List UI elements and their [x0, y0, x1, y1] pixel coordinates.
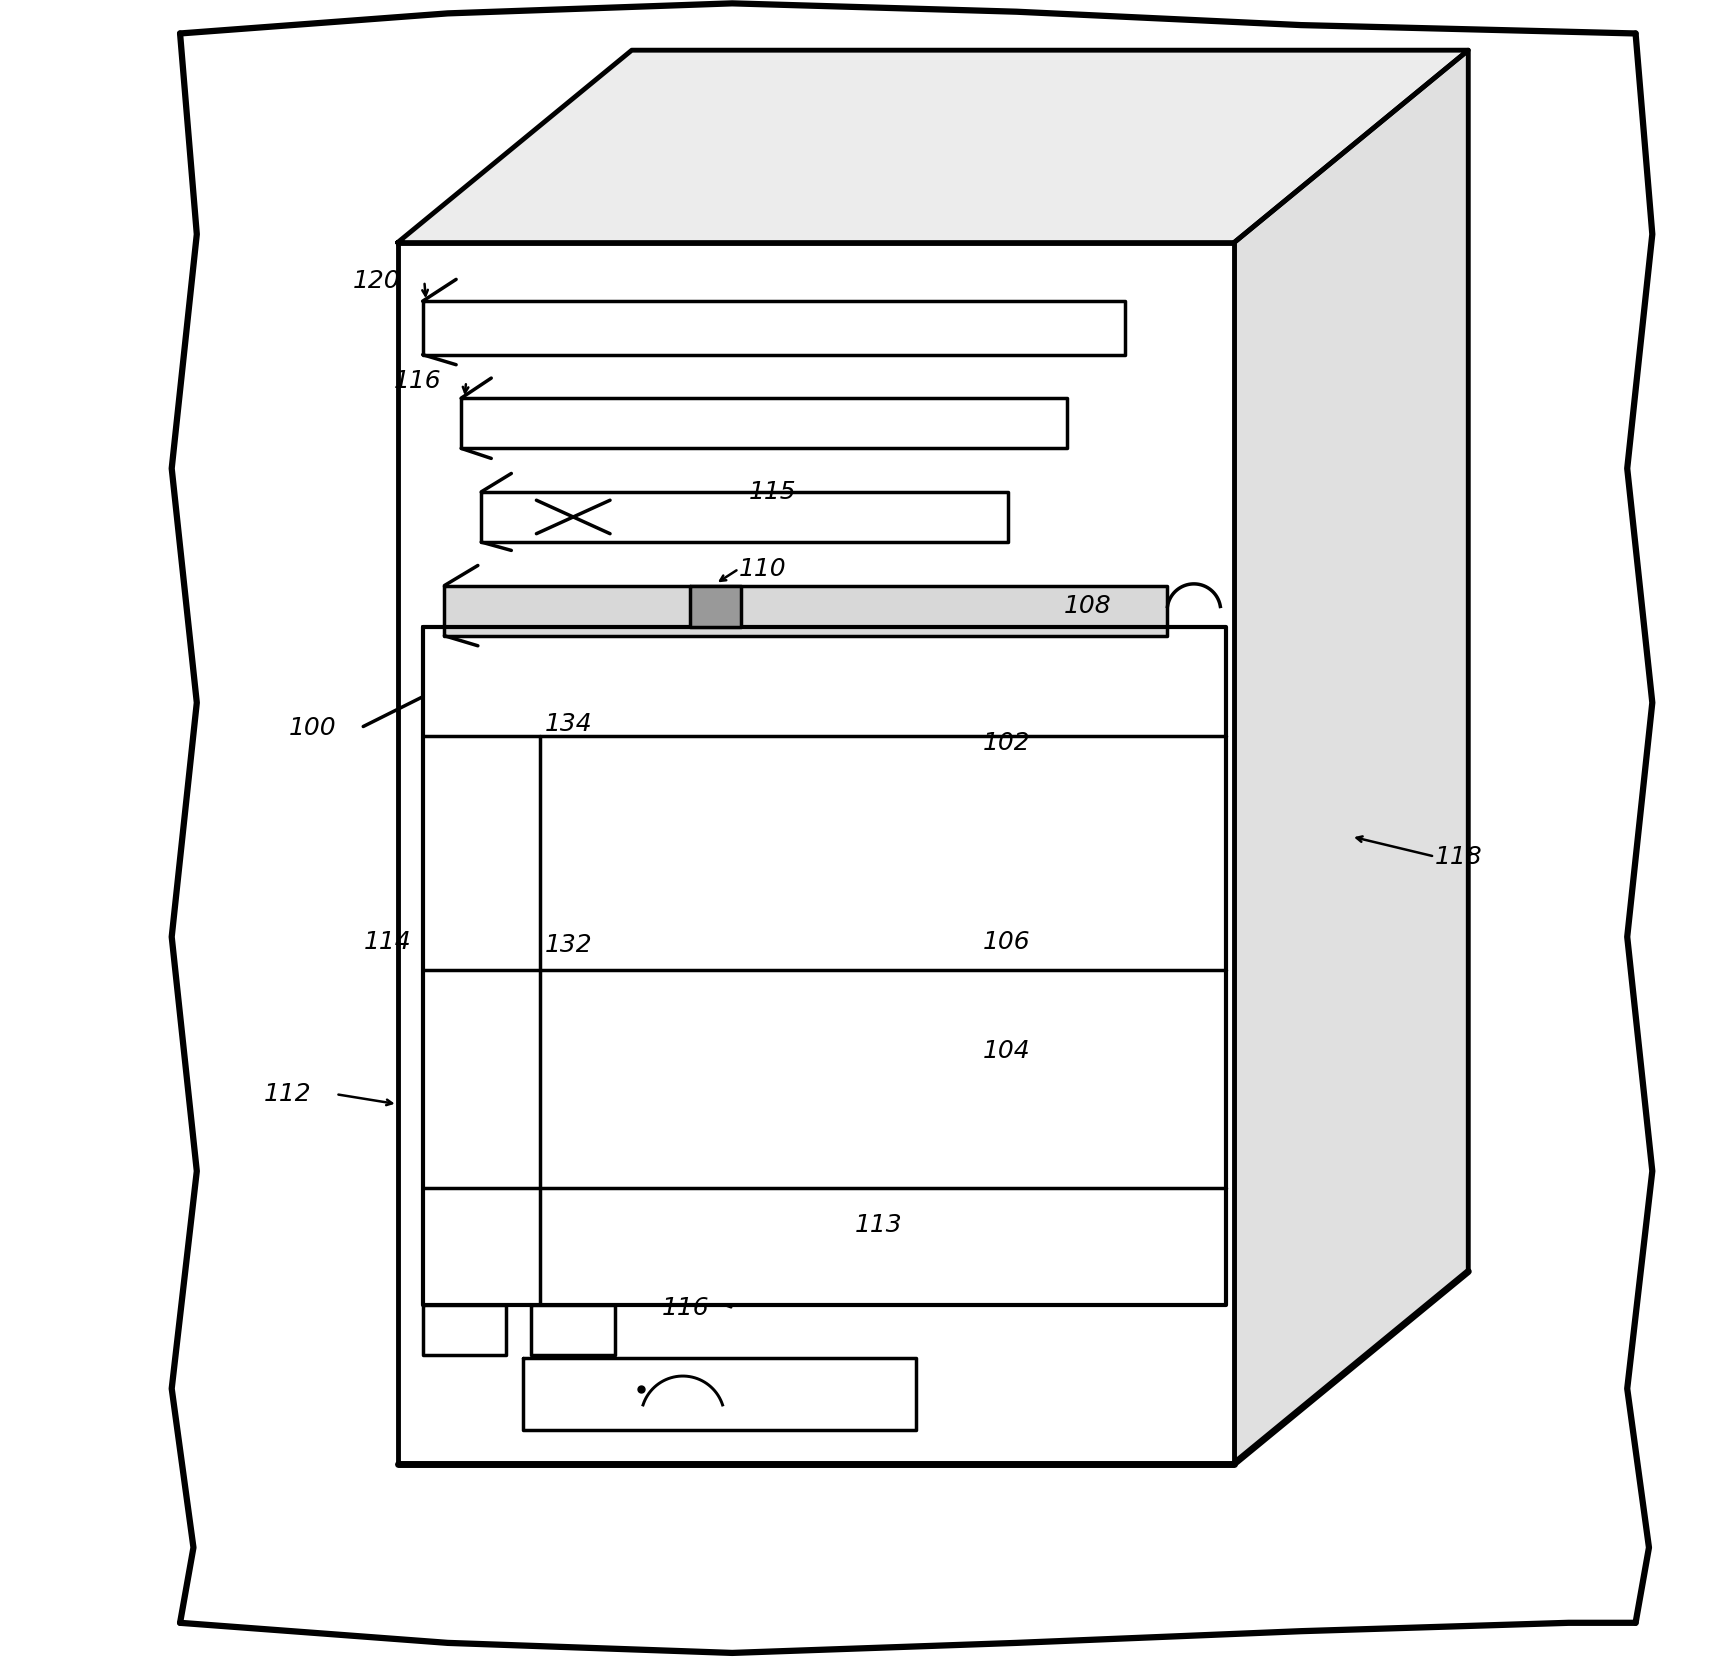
Text: 106: 106: [984, 930, 1031, 954]
Polygon shape: [398, 50, 1469, 243]
Text: 104: 104: [984, 1039, 1031, 1062]
Text: 134: 134: [546, 713, 592, 736]
Polygon shape: [1235, 50, 1469, 1464]
Text: 112: 112: [263, 1082, 312, 1106]
Text: 115: 115: [748, 480, 797, 504]
Polygon shape: [481, 492, 1008, 542]
Polygon shape: [532, 1305, 615, 1355]
Polygon shape: [398, 243, 1235, 1464]
Text: 102: 102: [984, 731, 1031, 755]
Text: 116: 116: [395, 370, 442, 393]
Text: 132: 132: [546, 934, 592, 957]
Text: 118: 118: [1434, 845, 1483, 868]
Text: 100: 100: [289, 716, 336, 739]
Polygon shape: [423, 627, 1226, 1305]
Polygon shape: [423, 1305, 506, 1355]
Polygon shape: [523, 1358, 916, 1430]
Text: 108: 108: [1063, 594, 1110, 617]
Text: 110: 110: [740, 557, 786, 581]
Polygon shape: [461, 398, 1067, 448]
Text: 120: 120: [352, 269, 400, 293]
Polygon shape: [445, 586, 1167, 636]
Text: 113: 113: [854, 1213, 902, 1236]
Text: 114: 114: [364, 930, 412, 954]
Polygon shape: [423, 301, 1126, 355]
Text: 116: 116: [662, 1297, 710, 1320]
Polygon shape: [691, 586, 741, 627]
